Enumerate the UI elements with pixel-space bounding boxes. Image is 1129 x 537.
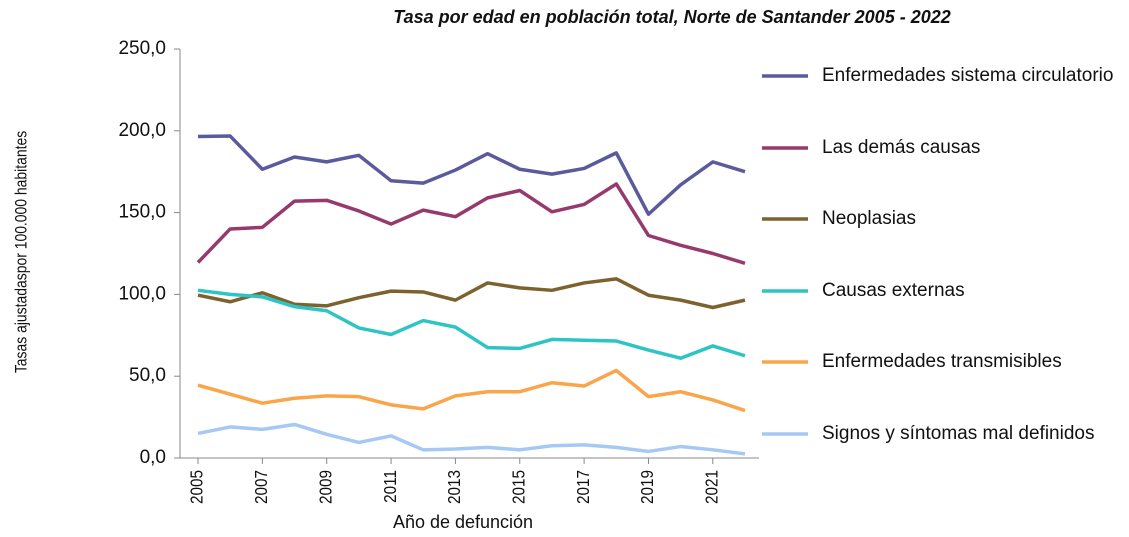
series-line: [197, 422, 746, 456]
series-line: [197, 288, 746, 360]
legend-label: Neoplasias: [822, 208, 916, 229]
y-tick-label: 100,0: [118, 283, 166, 304]
x-tick-label: 2007: [251, 470, 271, 504]
series-line: [197, 277, 746, 310]
x-tick-label: 2005: [187, 470, 207, 504]
x-tick-label: 2013: [444, 470, 464, 504]
x-tick-label: 2009: [315, 470, 335, 504]
legend-label: Signos y síntomas mal definidos: [822, 423, 1095, 444]
legend-label: Enfermedades sistema circulatorio: [822, 65, 1114, 86]
x-tick-label: 2019: [637, 470, 657, 504]
y-tick-label: 250,0: [118, 38, 166, 59]
series-line: [196, 182, 746, 265]
x-tick-label: 2015: [508, 470, 528, 504]
y-tick-label: 150,0: [118, 202, 166, 223]
legend-label: Causas externas: [822, 280, 965, 301]
legend-label: Las demás causas: [822, 137, 981, 158]
chart-title: Tasa por edad en población total, Norte …: [393, 7, 951, 27]
x-tick-label: 2021: [701, 470, 721, 504]
x-tick-label: 2017: [573, 470, 593, 504]
y-tick-label: 0,0: [140, 447, 166, 468]
series-line: [197, 134, 746, 216]
x-tick-label: 2011: [380, 470, 400, 503]
series-line: [197, 368, 746, 413]
y-tick-label: 200,0: [118, 120, 166, 141]
x-axis-title: Año de defunción: [393, 512, 533, 532]
y-axis-title: Tasas ajustadaspor 100.000 habitantes: [12, 131, 31, 374]
y-tick-label: 50,0: [129, 365, 166, 386]
legend-label: Enfermedades transmisibles: [822, 351, 1062, 372]
